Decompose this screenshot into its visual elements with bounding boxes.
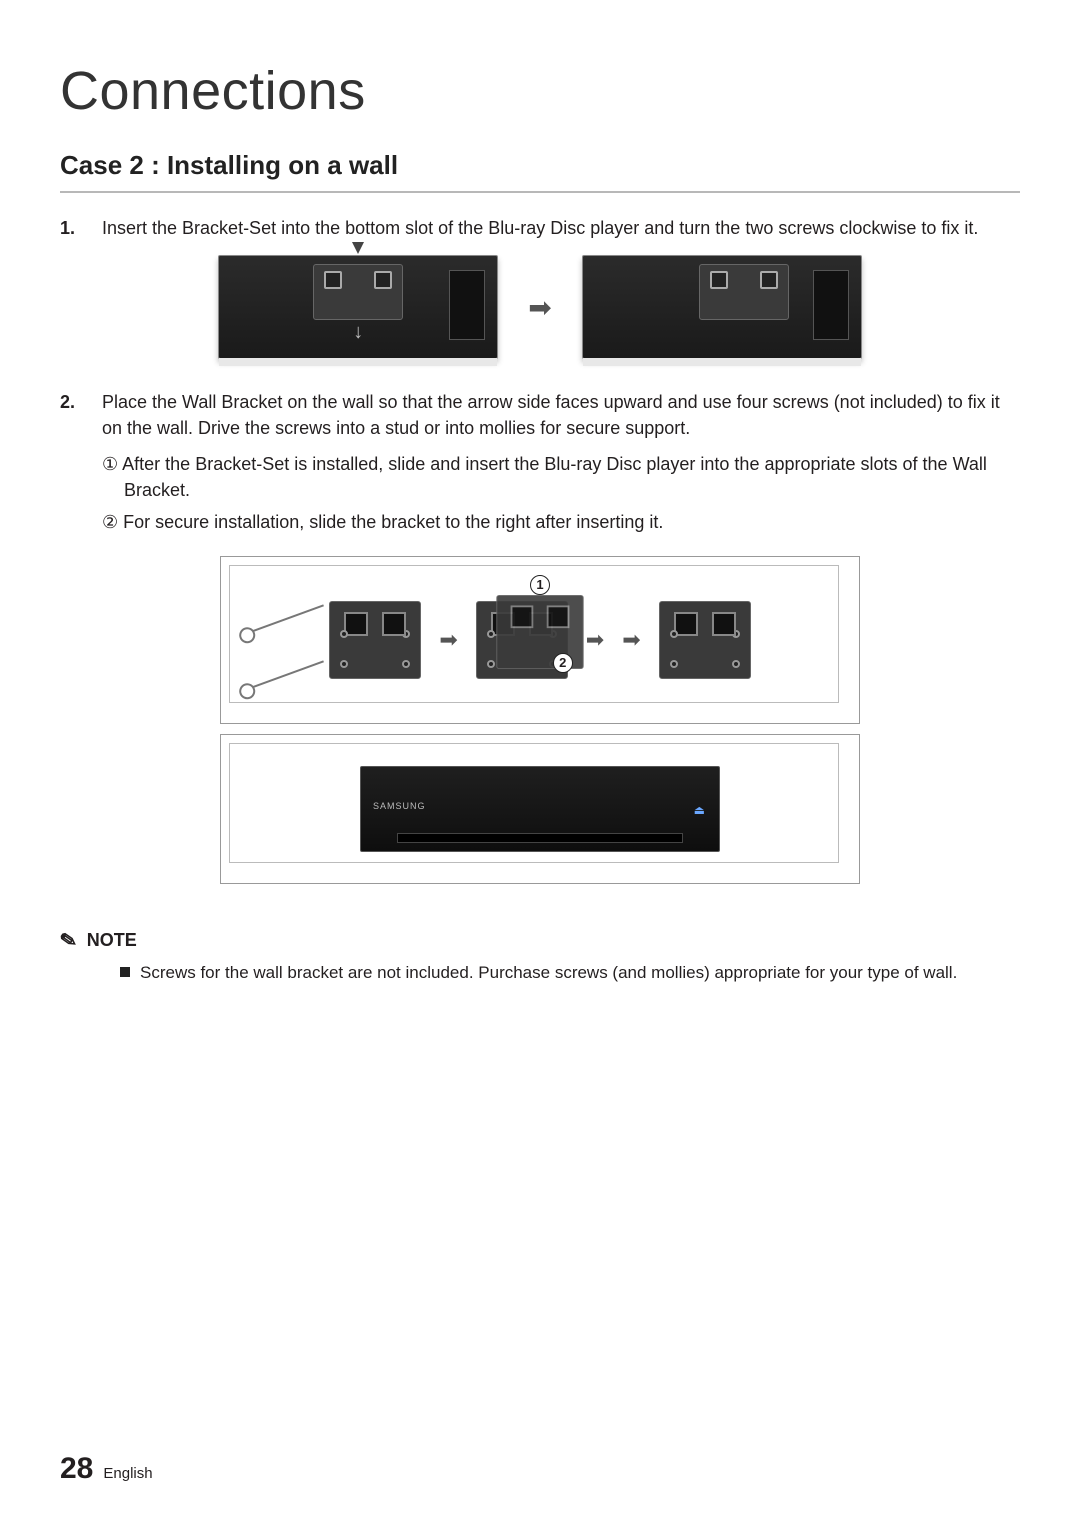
substep-marker: ① <box>102 454 118 474</box>
step-1: 1. Insert the Bracket-Set into the botto… <box>60 215 1020 241</box>
note-block: ✎ NOTE Screws for the wall bracket are n… <box>60 928 1020 985</box>
manual-page: Connections Case 2 : Installing on a wal… <box>0 0 1080 1532</box>
step-text: Insert the Bracket-Set into the bottom s… <box>102 215 1020 241</box>
substep-1: ① After the Bracket-Set is installed, sl… <box>102 451 1020 503</box>
step-2: 2. Place the Wall Bracket on the wall so… <box>60 389 1020 541</box>
bracket-sequence: ➡ ➡ 2 ➡ <box>221 557 859 723</box>
device-after-image <box>582 255 862 359</box>
pencil-icon: ✎ <box>58 926 79 954</box>
step-number: 2. <box>60 389 84 541</box>
bracket-icon <box>699 264 789 320</box>
arrow-right-icon: ➡ <box>586 627 604 653</box>
screw-icon <box>248 604 324 633</box>
section-title: Case 2 : Installing on a wall <box>60 150 1020 193</box>
arrow-right-icon: ➡ <box>439 627 457 653</box>
arrow-right-icon: ➡ <box>622 627 640 653</box>
wall-bracket-final <box>659 601 751 679</box>
ports-icon <box>449 270 485 340</box>
bracket-icon <box>313 264 403 320</box>
substep-text: After the Bracket-Set is installed, slid… <box>122 454 987 500</box>
figure-step2: 1 ➡ ➡ 2 ➡ <box>220 556 860 884</box>
substeps: ① After the Bracket-Set is installed, sl… <box>102 451 1020 535</box>
wall-bracket-with-screws <box>329 601 421 679</box>
brand-logo: SAMSUNG <box>373 801 426 811</box>
wall-panel-top: 1 ➡ ➡ 2 ➡ <box>220 556 860 724</box>
bullet-icon <box>120 967 130 977</box>
page-footer: 28 English <box>60 1452 153 1486</box>
device-before-image: ↓ <box>218 255 498 359</box>
step-number: 1. <box>60 215 84 241</box>
mounted-player-image: SAMSUNG ⏏ <box>360 766 720 852</box>
wall-panel-bottom: SAMSUNG ⏏ <box>220 734 860 884</box>
disc-tray <box>397 833 683 843</box>
figure-step1: ↓ ➡ <box>60 255 1020 359</box>
arrow-right-icon: ➡ <box>528 291 551 324</box>
screw-icon <box>248 660 324 689</box>
step-text: Place the Wall Bracket on the wall so th… <box>102 392 1000 438</box>
page-number: 28 <box>60 1452 93 1486</box>
note-heading: ✎ NOTE <box>60 928 1020 953</box>
note-item: Screws for the wall bracket are not incl… <box>60 961 1020 985</box>
substep-marker: ② <box>102 512 118 532</box>
chapter-title: Connections <box>60 60 1020 122</box>
callout-2-icon: 2 <box>553 653 573 673</box>
arrow-down-icon: ↓ <box>353 321 363 344</box>
note-text: Screws for the wall bracket are not incl… <box>140 961 957 985</box>
substep-2: ② For secure installation, slide the bra… <box>102 509 1020 535</box>
step-body: Place the Wall Bracket on the wall so th… <box>102 389 1020 541</box>
screw-arrow-icon <box>352 242 364 254</box>
ports-icon <box>813 270 849 340</box>
page-language: English <box>103 1465 152 1482</box>
substep-text: For secure installation, slide the brack… <box>123 512 663 532</box>
eject-icon: ⏏ <box>694 803 705 817</box>
note-label: NOTE <box>87 930 137 951</box>
